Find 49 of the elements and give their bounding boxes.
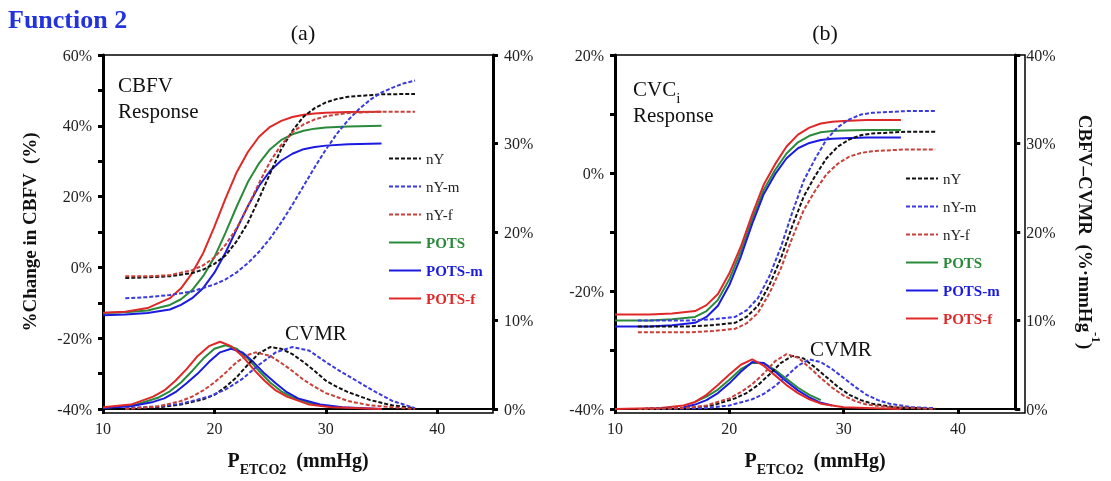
line-series bbox=[614, 358, 902, 410]
y2-tick-label: 30% bbox=[504, 135, 534, 152]
chart-title: (a) bbox=[290, 20, 316, 46]
y2-tick-label: 0% bbox=[504, 400, 526, 418]
y2-tick-label: 0% bbox=[1026, 400, 1048, 418]
legend-label: nY-f bbox=[943, 226, 970, 243]
legend-label: nY bbox=[426, 150, 445, 167]
x-tick-label: 30 bbox=[835, 419, 852, 437]
y-axis-title: %Change in CBFV (%) bbox=[18, 132, 41, 332]
y2-tick-label: 40% bbox=[1026, 46, 1056, 64]
y-tick-label: 0% bbox=[70, 258, 92, 276]
x-tick-label: 10 bbox=[95, 419, 111, 437]
x-tick-label: 40 bbox=[950, 419, 967, 437]
annotation: CVMR bbox=[810, 336, 872, 361]
legend-label: nY-f bbox=[426, 206, 453, 223]
annotation: CBFV Response bbox=[118, 72, 199, 123]
legend-label: nY-m bbox=[943, 198, 977, 215]
y-tick-label: 20% bbox=[62, 188, 92, 206]
x-tick-label: 20 bbox=[721, 419, 738, 437]
y-tick-label: -20% bbox=[57, 329, 92, 347]
x-tick-label: 30 bbox=[317, 419, 334, 437]
y2-axis-title: CBFV–CVMR (%·mmHg-1) bbox=[1073, 114, 1104, 350]
legend-label: POTS bbox=[426, 234, 466, 251]
y-tick-label: 60% bbox=[62, 46, 92, 64]
text: Function 2 bbox=[8, 4, 128, 34]
x-tick-label: 10 bbox=[607, 419, 623, 437]
y-tick-label: -40% bbox=[569, 400, 604, 418]
annotation: CVMR bbox=[285, 320, 347, 345]
legend-label: POTS bbox=[943, 254, 983, 271]
y2-tick-label: 10% bbox=[504, 312, 534, 329]
y2-tick-label: 20% bbox=[504, 223, 534, 241]
y2-tick-label: 20% bbox=[1026, 223, 1056, 241]
legend-label: POTS-m bbox=[943, 282, 1001, 299]
y-tick-label: 20% bbox=[574, 46, 604, 64]
legend-label: nY bbox=[943, 170, 962, 187]
chart-title: (b) bbox=[812, 20, 838, 46]
y2-tick-label: 10% bbox=[1026, 312, 1056, 329]
x-tick-label: 20 bbox=[206, 419, 223, 437]
y-tick-label: 0% bbox=[582, 164, 604, 182]
legend-label: POTS-f bbox=[943, 310, 994, 327]
legend-label: nY-m bbox=[426, 178, 460, 195]
y-tick-label: -40% bbox=[57, 400, 92, 418]
y-tick-label: 40% bbox=[62, 117, 92, 135]
legend-label: POTS-m bbox=[426, 262, 484, 279]
x-tick-label: 40 bbox=[429, 419, 446, 437]
y2-tick-label: 40% bbox=[504, 46, 534, 64]
legend-label: POTS-f bbox=[426, 290, 477, 307]
y2-tick-label: 30% bbox=[1026, 135, 1056, 152]
y-tick-label: -20% bbox=[569, 282, 604, 300]
